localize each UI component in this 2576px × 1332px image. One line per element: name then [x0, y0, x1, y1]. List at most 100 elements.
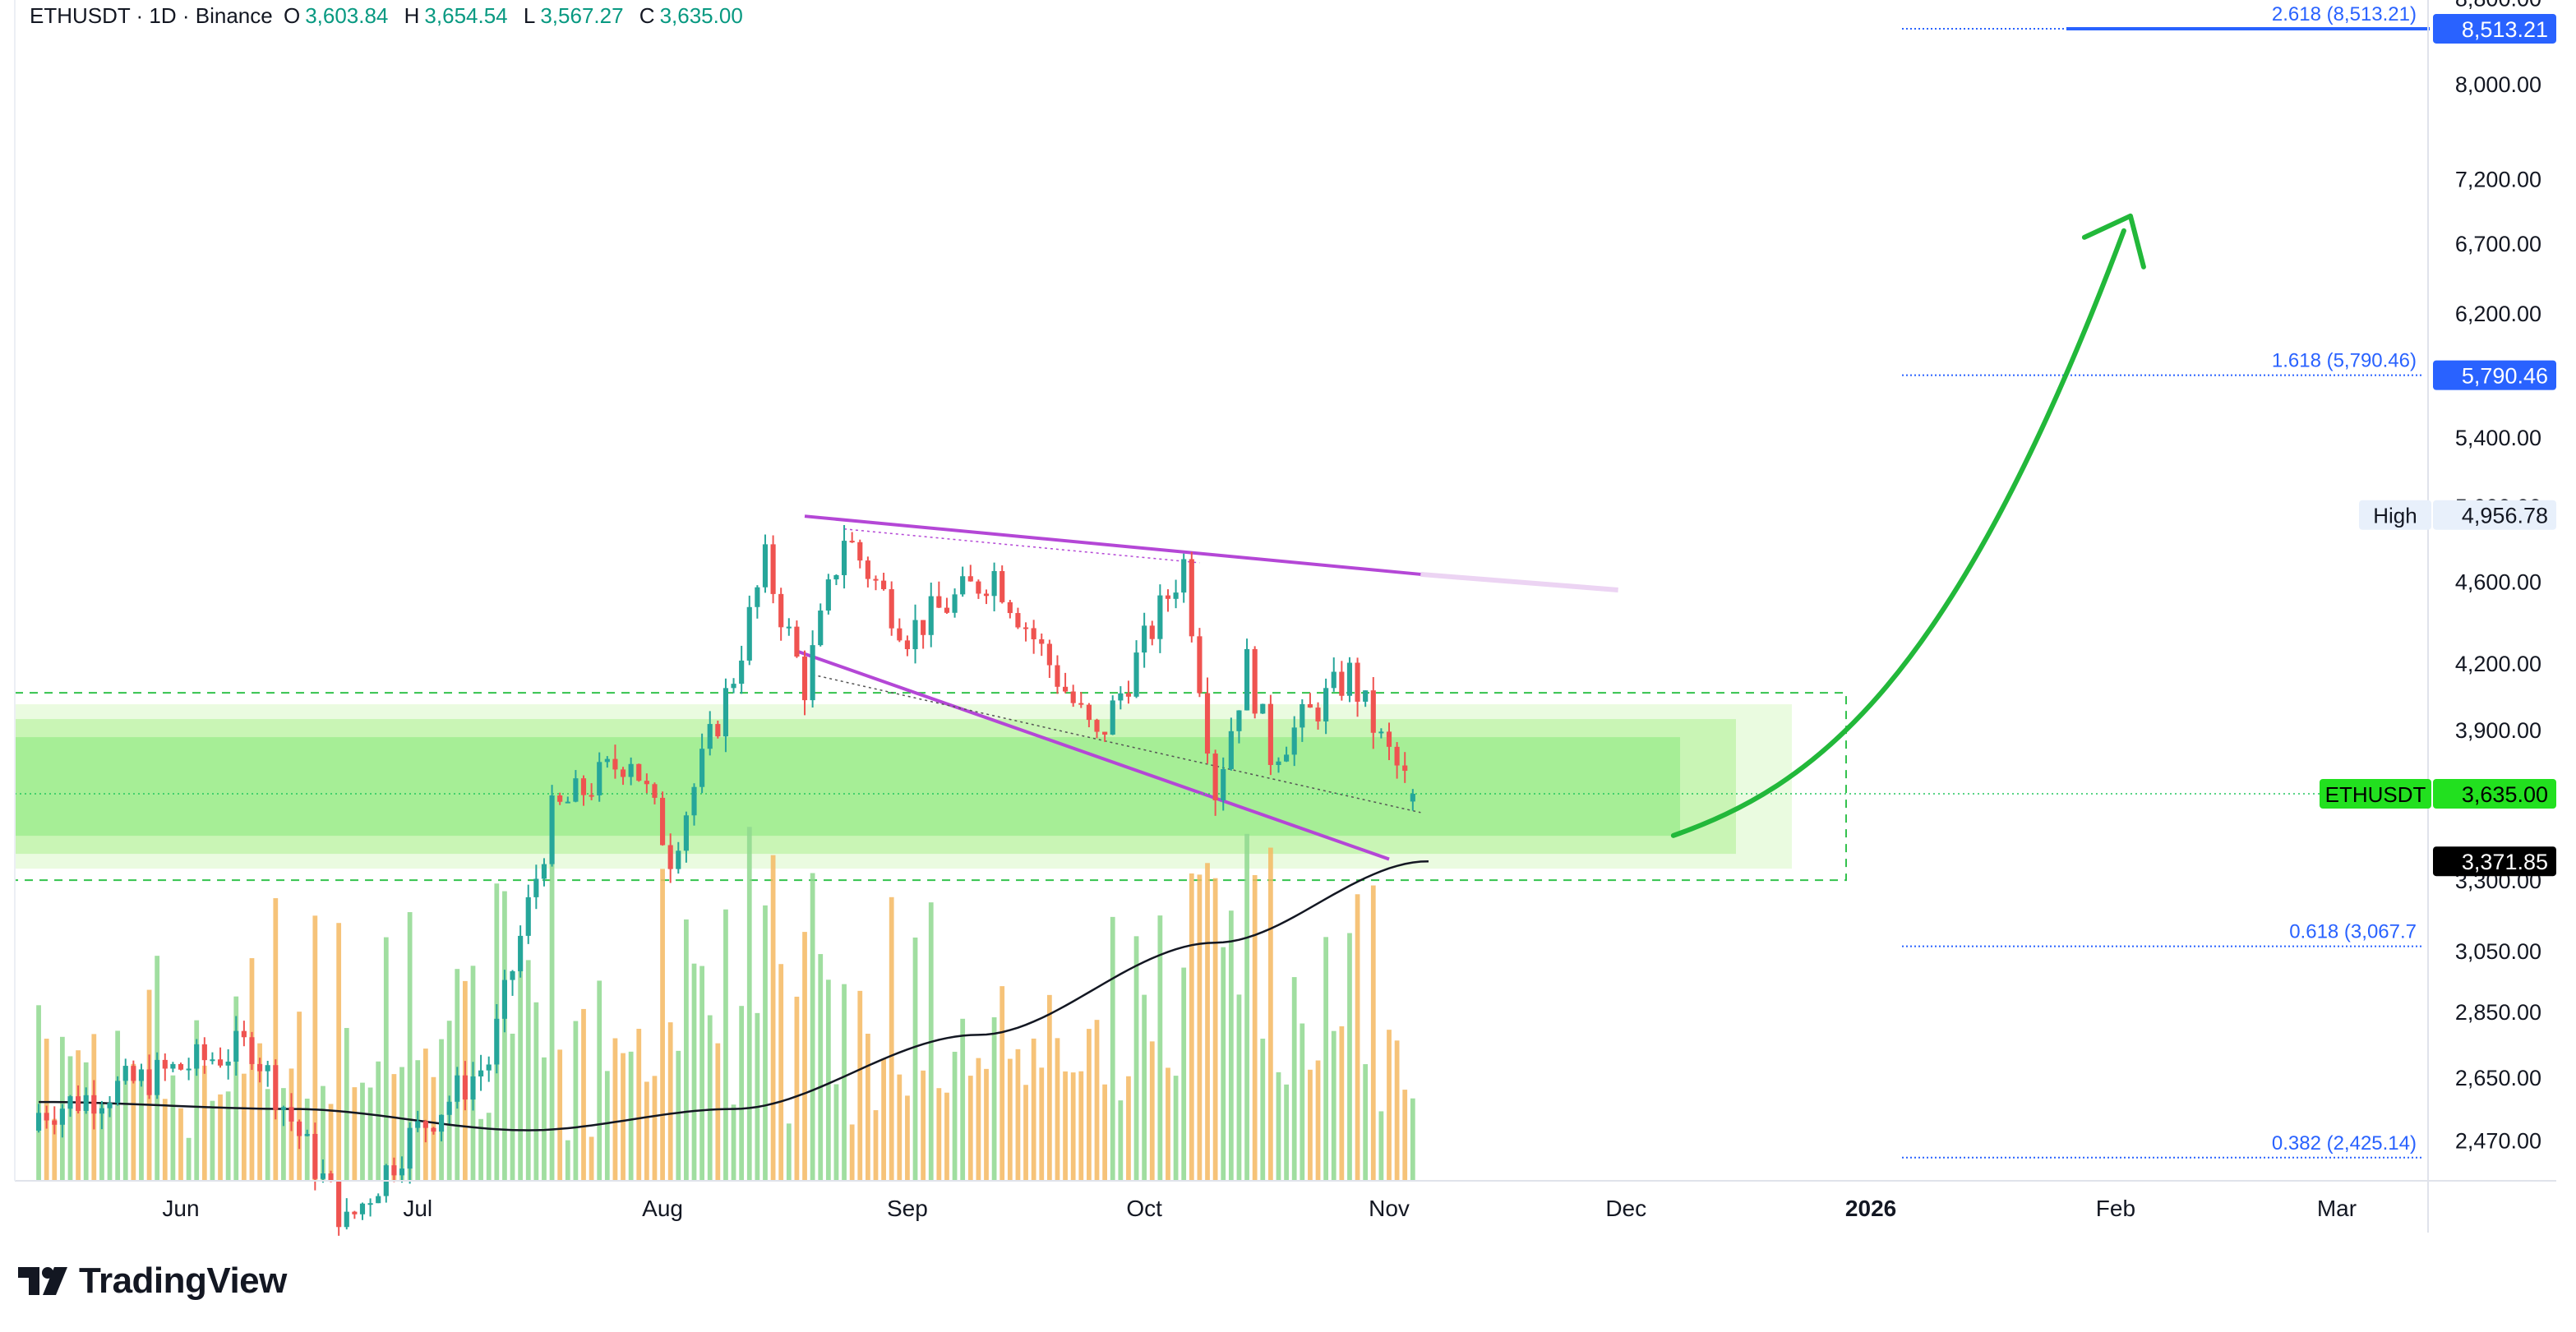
price-tick-label: 2,650.00 — [2455, 1066, 2541, 1090]
descending-channel — [15, 514, 2428, 861]
candle-body — [762, 544, 769, 588]
price-tag-box — [2433, 846, 2556, 877]
volume-bar — [1323, 937, 1329, 1181]
volume-bar — [1063, 1071, 1068, 1181]
candle-body — [265, 1065, 270, 1072]
volume-bar — [573, 1021, 579, 1181]
volume-bar — [644, 1081, 649, 1181]
tradingview-logo[interactable]: TradingView — [18, 1261, 287, 1302]
volume-bar — [162, 1099, 168, 1181]
candle-body — [691, 786, 697, 816]
candle-body — [518, 935, 524, 971]
candle-body — [194, 1044, 200, 1069]
price-tag-value: 8,513.21 — [2462, 17, 2548, 42]
channel-lower-line — [796, 649, 1390, 861]
volume-bar — [1205, 863, 1210, 1181]
candle-body — [1094, 720, 1100, 732]
candle-body — [501, 979, 507, 1019]
volume-bar — [628, 1051, 634, 1181]
candle-body — [1212, 754, 1218, 800]
candle-body — [1307, 703, 1313, 708]
candle-body — [991, 570, 997, 597]
volume-bar — [731, 1104, 736, 1181]
volume-bar — [1252, 874, 1258, 1181]
volume-bar — [660, 869, 665, 1181]
time-tick-label: Jul — [403, 1196, 432, 1221]
volume-bar — [360, 1082, 365, 1181]
price-tick-label: 8,800.00 — [2455, 0, 2541, 12]
volume-bar — [376, 1061, 381, 1181]
volume-bar — [131, 1063, 136, 1181]
volume-bar — [1007, 1058, 1013, 1181]
volume-bar — [1189, 873, 1194, 1181]
candle-body — [944, 607, 950, 613]
candle-body — [1142, 625, 1147, 653]
volume-bar — [1110, 916, 1115, 1181]
volume-bar — [944, 1092, 949, 1181]
candle-body — [217, 1059, 224, 1066]
volume-bar — [367, 1087, 373, 1181]
candle-body — [1086, 704, 1092, 721]
volume-bar — [422, 1049, 428, 1181]
candle-body — [746, 606, 752, 661]
candle-body — [486, 1064, 492, 1071]
candle-body — [565, 801, 570, 804]
moving-average — [39, 860, 1429, 1132]
volume-bar — [1197, 874, 1203, 1181]
candle-body — [470, 1076, 476, 1100]
candle-body — [1165, 595, 1171, 599]
volume-bar — [794, 996, 800, 1181]
volume-bar — [936, 1088, 942, 1181]
candle-body — [210, 1059, 215, 1062]
candle-body — [881, 580, 887, 590]
candle-body — [667, 845, 673, 869]
volume-bar — [770, 855, 776, 1181]
volume-bar — [1142, 994, 1147, 1181]
price-tick-label: 3,050.00 — [2455, 939, 2541, 964]
candle-body — [573, 778, 579, 802]
candle-body — [1331, 671, 1336, 689]
candle-body — [1276, 761, 1281, 765]
high-label: H — [404, 3, 420, 28]
candle-body — [841, 541, 847, 575]
candle-body — [1267, 703, 1273, 765]
volume-bar — [802, 932, 807, 1181]
volume-bar — [1410, 1098, 1415, 1181]
tradingview-logo-icon — [18, 1267, 67, 1295]
candle-body — [162, 1059, 168, 1069]
volume-bar — [1023, 1085, 1028, 1181]
volume-bar — [691, 963, 697, 1181]
candle-body — [810, 645, 815, 701]
candles — [35, 525, 1415, 1236]
volume-bar — [1087, 1029, 1092, 1181]
projection-arrow-shaft — [1670, 228, 2126, 838]
volume-bar — [281, 1088, 286, 1181]
price-tick-label: 4,600.00 — [2455, 569, 2541, 594]
candle-body — [407, 1127, 413, 1169]
candle-body — [1149, 625, 1155, 639]
volume-bar — [739, 1006, 745, 1181]
volume-bar — [328, 1104, 334, 1181]
volume-bar — [297, 1012, 302, 1181]
candle-body — [1252, 648, 1258, 714]
candle-body — [1055, 665, 1060, 687]
volume-bar — [1387, 1030, 1392, 1181]
candle-body — [1410, 794, 1415, 802]
volume-bar — [533, 1002, 539, 1181]
candle-body — [715, 724, 721, 737]
volume-bar — [881, 1058, 886, 1181]
candle-body — [612, 758, 618, 770]
candle-body — [999, 570, 1005, 602]
volume-bar — [921, 1070, 926, 1181]
candle-body — [722, 688, 729, 737]
candle-body — [755, 587, 760, 607]
support-zone-inner — [15, 737, 1680, 837]
candle-body — [99, 1108, 104, 1114]
candle-body — [304, 1133, 310, 1136]
candle-body — [549, 795, 555, 864]
volume-bar — [755, 1012, 760, 1181]
candle-body — [415, 1121, 421, 1128]
candle-body — [1007, 601, 1013, 614]
candle-body — [367, 1203, 373, 1205]
